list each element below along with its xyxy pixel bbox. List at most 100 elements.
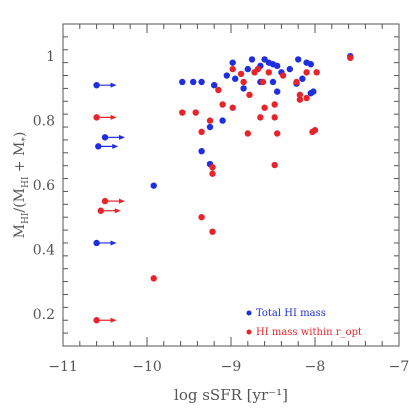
data-point (219, 117, 226, 124)
data-point (299, 75, 306, 82)
data-point (248, 56, 256, 63)
data-point (303, 69, 310, 76)
data-point (271, 161, 278, 169)
upper-limit-arrow-head (110, 82, 117, 88)
data-point (257, 114, 264, 121)
x-tick-label: −9 (221, 359, 242, 375)
plot-frame (62, 23, 400, 347)
upper-limit-arrow-head (110, 240, 117, 246)
data-point (150, 275, 157, 282)
x-axis-ticks (62, 24, 400, 346)
y-tick-label: 1 (46, 49, 55, 65)
legend-label-hi-ropt: HI mass within r_opt (256, 327, 362, 338)
data-point (219, 101, 226, 108)
data-point (198, 78, 205, 86)
x-axis-tick-labels: −11 −10 −9 −8 −7 (48, 359, 409, 375)
data-point (296, 96, 304, 103)
series-0 (93, 53, 354, 247)
y-title-sub1: HI (21, 212, 31, 224)
data-point (192, 109, 199, 116)
data-point (229, 104, 236, 111)
data-point (279, 72, 287, 79)
y-tick-label: 0.8 (33, 114, 55, 130)
data-point (237, 70, 245, 78)
y-title-slash: /( (12, 202, 28, 212)
data-point (198, 128, 205, 136)
data-point (307, 61, 314, 68)
data-point (244, 65, 251, 73)
data-point (229, 59, 236, 66)
upper-limit-arrow-head (119, 134, 125, 140)
data-point (223, 72, 230, 79)
y-tick-label: 0.6 (33, 178, 55, 194)
x-axis-title: log sSFR [yr⁻¹] (174, 386, 288, 404)
y-tick-label: 0.2 (33, 307, 55, 323)
legend: Total HI mass HI mass within r_opt (246, 308, 362, 338)
data-point (190, 78, 197, 86)
x-tick-label: −11 (48, 359, 78, 375)
data-point (240, 78, 247, 86)
upper-limit-arrow-head (114, 208, 121, 214)
data-point (274, 62, 281, 70)
data-point (286, 65, 293, 73)
y-title-m2: M (12, 188, 28, 202)
upper-limit-arrow-head (119, 198, 125, 204)
x-tick-label: −10 (132, 359, 162, 375)
data-point (271, 114, 278, 121)
y-tick-label: 0.4 (33, 242, 55, 258)
data-point (259, 78, 267, 86)
y-axis-title: MHI/(MHI + M*) (12, 132, 31, 239)
data-point (295, 56, 302, 63)
svg-text:MHI/(MHI + M*): MHI/(MHI + M*) (12, 132, 31, 239)
data-point (313, 69, 320, 76)
data-point (303, 94, 310, 102)
data-point (293, 78, 300, 86)
data-point (209, 228, 216, 235)
data-point (179, 109, 186, 116)
data-point (347, 54, 354, 62)
data-point (274, 88, 281, 95)
y-title-m1: M (12, 224, 28, 238)
data-point (296, 91, 304, 99)
data-point (261, 104, 268, 111)
y-axis-ticks (63, 23, 399, 347)
y-title-m3: M (12, 142, 28, 156)
x-tick-label: −7 (389, 359, 409, 375)
data-point (309, 128, 316, 136)
data-point (215, 86, 222, 94)
data-point (240, 85, 247, 92)
y-title-sub2: HI (21, 176, 31, 188)
data-point (254, 65, 262, 73)
y-title-sub3: * (21, 137, 31, 142)
legend-label-total-hi: Total HI mass (256, 308, 326, 319)
y-axis-tick-labels: 0.2 0.4 0.6 0.8 1 (33, 49, 55, 323)
data-point (274, 130, 281, 137)
y-title-plus: + (12, 156, 28, 177)
series-1 (93, 54, 354, 324)
data-point (179, 78, 186, 86)
data-point (206, 123, 214, 131)
data-point (209, 164, 216, 171)
legend-marker-hi-ropt (246, 329, 252, 335)
data-point (198, 214, 205, 221)
data-point (265, 69, 272, 76)
data-point (198, 147, 205, 155)
data-point (271, 101, 278, 108)
data-point (232, 75, 239, 82)
data-point (150, 182, 157, 189)
data-point (269, 78, 277, 86)
upper-limit-arrow-head (112, 143, 119, 149)
data-point (211, 81, 218, 89)
data-point (209, 170, 216, 177)
x-tick-label: −8 (305, 359, 326, 375)
data-point (206, 117, 214, 124)
data-point (229, 65, 236, 73)
legend-marker-total-hi (246, 310, 252, 316)
upper-limit-arrow-head (110, 114, 117, 120)
y-title-close: ) (12, 132, 28, 137)
data-point (310, 88, 317, 95)
data-series (93, 53, 354, 324)
upper-limit-arrow-head (110, 317, 117, 323)
data-point (246, 91, 253, 99)
